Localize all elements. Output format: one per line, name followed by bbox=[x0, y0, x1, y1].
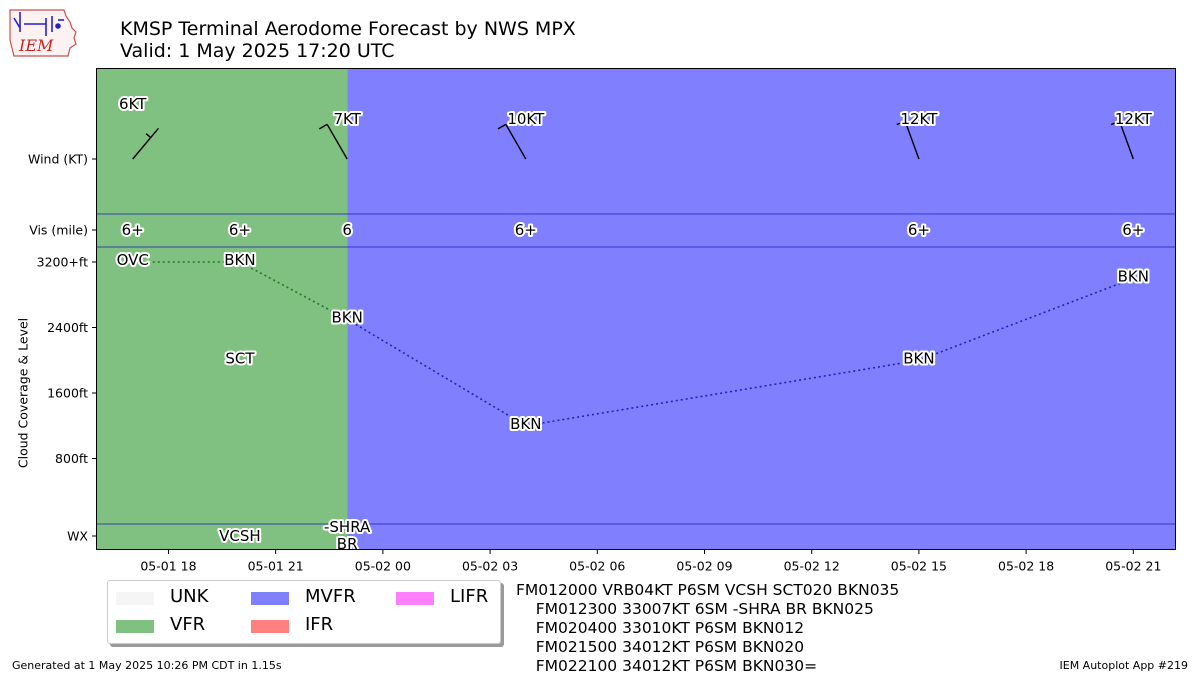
legend-swatch bbox=[116, 592, 154, 605]
cloud-line bbox=[132, 261, 348, 321]
wind-barb-flag bbox=[318, 123, 328, 130]
weather-label: BR bbox=[337, 535, 358, 553]
x-tick-label: 05-02 03 bbox=[462, 559, 518, 574]
y-tick-label: 2400ft bbox=[47, 320, 88, 335]
y-tick-label: Wind (KT) bbox=[28, 152, 88, 167]
cloud-label: BKN bbox=[903, 349, 934, 367]
y-axis-label: Cloud Coverage & Level bbox=[16, 318, 31, 468]
visibility-label: 6+ bbox=[908, 221, 930, 239]
band-mvfr bbox=[347, 69, 1175, 549]
wind-barb-flag bbox=[497, 123, 507, 130]
logo-text: IEM bbox=[18, 36, 54, 55]
chart-subtitle: Valid: 1 May 2025 17:20 UTC bbox=[120, 40, 395, 62]
visibility-label: 6+ bbox=[122, 221, 144, 239]
x-tick-label: 05-01 21 bbox=[248, 559, 304, 574]
wind-barb-flag bbox=[1110, 120, 1120, 126]
legend-label: VFR bbox=[170, 614, 206, 635]
band-vfr bbox=[97, 69, 348, 549]
wind-label: 10KT bbox=[507, 110, 545, 128]
visibility-label: 6+ bbox=[229, 221, 251, 239]
legend-swatch bbox=[396, 592, 434, 605]
wind-label: 12KT bbox=[900, 110, 938, 128]
taf-line: FM012000 VRB04KT P6SM VCSH SCT020 BKN035 bbox=[516, 581, 900, 599]
taf-line: FM021500 34012KT P6SM BKN020 bbox=[516, 638, 805, 656]
wind-barb bbox=[326, 124, 348, 160]
plot-frame bbox=[96, 68, 1176, 550]
y-tick-label: Vis (mile) bbox=[29, 223, 88, 238]
x-tick-label: 05-02 00 bbox=[355, 559, 411, 574]
visibility-label: 6+ bbox=[515, 221, 537, 239]
legend-label: MVFR bbox=[305, 586, 356, 607]
wind-barb bbox=[132, 127, 159, 160]
x-tick-label: 05-02 15 bbox=[891, 559, 947, 574]
y-tick-label: 1600ft bbox=[47, 386, 88, 401]
wind-label: 7KT bbox=[333, 110, 361, 128]
wind-barb bbox=[904, 121, 920, 160]
cloud-label: SCT bbox=[225, 349, 255, 367]
legend-swatch bbox=[251, 592, 289, 605]
visibility-label: 6 bbox=[342, 221, 352, 239]
y-tick-label: 800ft bbox=[55, 451, 88, 466]
wind-label: 12KT bbox=[1115, 110, 1153, 128]
wind-label: 6KT bbox=[119, 95, 147, 113]
chart-title: KMSP Terminal Aerodome Forecast by NWS M… bbox=[120, 18, 576, 40]
cloud-label: BKN bbox=[331, 308, 362, 326]
cloud-label: OVC bbox=[117, 251, 149, 269]
legend: UNK VFR MVFR IFR LIFR bbox=[107, 580, 501, 644]
weather-label: VCSH bbox=[219, 527, 261, 545]
wind-barb-flag bbox=[145, 133, 152, 139]
legend-label: IFR bbox=[305, 614, 334, 635]
wind-barb bbox=[1118, 121, 1134, 160]
cloud-label: BKN bbox=[224, 251, 255, 269]
taf-line: FM020400 33010KT P6SM BKN012 bbox=[516, 619, 805, 637]
generated-note: Generated at 1 May 2025 10:26 PM CDT in … bbox=[12, 659, 282, 672]
weather-label: -SHRA bbox=[324, 518, 371, 536]
legend-label: LIFR bbox=[450, 586, 489, 607]
x-tick-label: 05-02 21 bbox=[1105, 559, 1161, 574]
iem-logo: IEM bbox=[9, 9, 77, 57]
weather-station-icon bbox=[13, 12, 64, 36]
x-tick-label: 05-01 18 bbox=[140, 559, 196, 574]
wind-barb bbox=[505, 124, 527, 160]
app-note: IEM Autoplot App #219 bbox=[1059, 659, 1189, 672]
x-tick-label: 05-02 09 bbox=[676, 559, 732, 574]
legend-swatch bbox=[116, 620, 154, 633]
taf-text: FM012000 VRB04KT P6SM VCSH SCT020 BKN035… bbox=[516, 581, 899, 676]
y-tick-label: WX bbox=[67, 529, 88, 544]
x-tick-label: 05-02 06 bbox=[569, 559, 625, 574]
wind-barb-flag bbox=[896, 120, 906, 126]
cloud-line bbox=[346, 277, 1134, 427]
x-tick-label: 05-02 12 bbox=[784, 559, 840, 574]
y-tick-label: 3200+ft bbox=[37, 255, 88, 270]
legend-swatch bbox=[251, 620, 289, 633]
x-tick-label: 05-02 18 bbox=[998, 559, 1054, 574]
iowa-outline-icon bbox=[9, 9, 77, 57]
taf-line: FM012300 33007KT 6SM -SHRA BR BKN025 bbox=[516, 600, 874, 618]
legend-label: UNK bbox=[170, 586, 209, 607]
cloud-label: BKN bbox=[1118, 267, 1149, 285]
cloud-label: BKN bbox=[510, 415, 541, 433]
visibility-label: 6+ bbox=[1122, 221, 1144, 239]
taf-line: FM022100 34012KT P6SM BKN030= bbox=[516, 657, 818, 675]
